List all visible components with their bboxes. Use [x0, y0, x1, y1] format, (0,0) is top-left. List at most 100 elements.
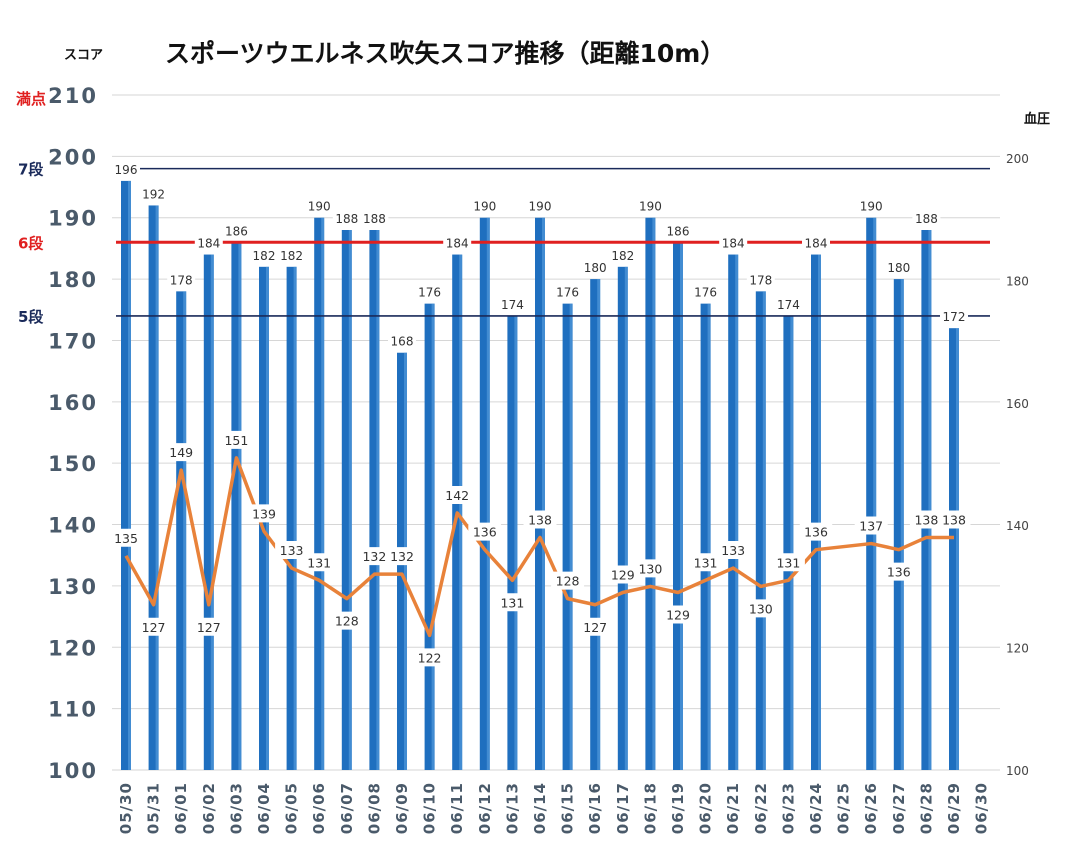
- line-value-label: 128: [335, 614, 359, 629]
- bar: [176, 291, 187, 770]
- bar: [562, 303, 573, 770]
- line-label-bg: [716, 541, 750, 560]
- bar-label-bg: [112, 161, 140, 177]
- y-tick-label-left: 110: [48, 698, 98, 722]
- line-value-label: 137: [859, 519, 883, 534]
- bar-highlight: [293, 266, 297, 770]
- bar-highlight: [514, 315, 518, 770]
- bar: [535, 217, 545, 770]
- bar-highlight: [873, 217, 877, 770]
- bar-highlight: [542, 217, 545, 770]
- line-label-bg: [192, 617, 226, 636]
- x-tick-label: 06/15: [559, 782, 577, 834]
- bar-highlight: [624, 266, 628, 770]
- line-label-bg: [799, 522, 833, 541]
- bar-label-bg: [305, 198, 334, 214]
- bar: [369, 230, 380, 770]
- ref-label: 5段: [18, 308, 43, 326]
- bar: [424, 303, 435, 770]
- line-label-bg: [937, 510, 971, 529]
- bar-value-label: 176: [418, 286, 441, 300]
- bar-highlight: [376, 230, 380, 770]
- line-value-label: 129: [666, 608, 690, 623]
- bar-label-bg: [746, 272, 775, 288]
- x-tick-label: 06/19: [669, 782, 687, 834]
- line-label-bg: [578, 617, 612, 636]
- x-tick-label: 06/26: [862, 782, 880, 834]
- x-tick-label: 06/01: [172, 782, 190, 834]
- x-tick-label: 06/05: [283, 782, 301, 834]
- line-label-bg: [137, 617, 171, 636]
- bar-highlight: [928, 230, 932, 770]
- bar-value-label: 188: [915, 212, 938, 226]
- line-value-label: 127: [142, 620, 166, 635]
- x-tick-label: 06/08: [365, 782, 383, 834]
- line-value-label: 138: [914, 512, 938, 527]
- bar: [479, 217, 490, 770]
- bar-highlight: [183, 291, 187, 770]
- bar: [645, 217, 656, 770]
- ref-label: 7段: [18, 161, 43, 179]
- bar: [728, 254, 739, 770]
- bar-label-bg: [857, 198, 886, 214]
- bar-value-label: 174: [777, 298, 800, 312]
- bar-value-label: 188: [335, 212, 358, 226]
- y-tick-label-left: 100: [48, 759, 98, 783]
- x-tick-label: 06/18: [641, 782, 659, 834]
- bar-value-label: 184: [805, 237, 828, 251]
- line-label-bg: [275, 541, 309, 560]
- y-tick-label-left: 130: [48, 575, 98, 599]
- bar-value-label: 196: [115, 163, 138, 177]
- bar-value-label: 176: [556, 286, 579, 300]
- bar-value-label: 188: [363, 212, 386, 226]
- bar: [341, 230, 352, 770]
- bar: [203, 254, 214, 770]
- x-tick-label: 06/22: [752, 782, 770, 834]
- line-label-bg: [633, 559, 667, 578]
- line-value-label: 130: [638, 561, 662, 576]
- line-value-label: 131: [307, 555, 331, 570]
- x-tick-label: 06/30: [973, 782, 991, 834]
- bar-label-bg: [940, 309, 968, 325]
- bar-value-label: 186: [225, 224, 248, 238]
- x-tick-label: 06/12: [476, 782, 494, 834]
- bar: [286, 266, 297, 770]
- bar-label-bg: [443, 235, 472, 251]
- bar-value-label: 192: [142, 187, 165, 201]
- line-value-label: 139: [252, 506, 276, 521]
- line-value-label: 132: [362, 549, 386, 564]
- line-value-label: 142: [445, 488, 469, 503]
- bar-value-label: 178: [170, 273, 193, 287]
- bar-highlight: [652, 217, 656, 770]
- bar-highlight: [790, 315, 794, 770]
- bar-highlight: [238, 242, 242, 771]
- y-tick-label-right: 180: [1006, 274, 1029, 288]
- bar-label-bg: [691, 284, 720, 300]
- y-tick-label-left: 140: [48, 514, 98, 538]
- x-tick-label: 06/17: [614, 782, 632, 834]
- bar-value-label: 182: [611, 249, 634, 263]
- bar: [148, 205, 159, 771]
- x-tick-label: 06/29: [945, 782, 963, 834]
- ref-label: 満点: [16, 90, 46, 108]
- bar-value-label: 176: [694, 286, 717, 300]
- x-tick-label: 06/10: [421, 782, 439, 834]
- y-tick-label-left: 190: [48, 207, 98, 231]
- line-value-label: 127: [197, 620, 221, 635]
- line-label-bg: [523, 510, 557, 529]
- x-tick-label: 06/11: [448, 782, 466, 834]
- bar-value-label: 172: [943, 310, 966, 324]
- line-value-label: 131: [776, 555, 800, 570]
- bar-label-bg: [222, 223, 251, 239]
- bar: [921, 230, 932, 770]
- bar-highlight: [569, 303, 573, 770]
- bar-highlight: [459, 254, 463, 770]
- bar-highlight: [210, 254, 214, 770]
- line-value-label: 149: [169, 445, 193, 460]
- bar-label-bg: [277, 247, 306, 263]
- ref-label: 6段: [18, 234, 43, 252]
- line-value-label: 138: [942, 512, 966, 527]
- line-value-label: 136: [473, 525, 497, 540]
- line-value-label: 128: [556, 574, 580, 589]
- y-tick-label-right: 120: [1006, 642, 1029, 656]
